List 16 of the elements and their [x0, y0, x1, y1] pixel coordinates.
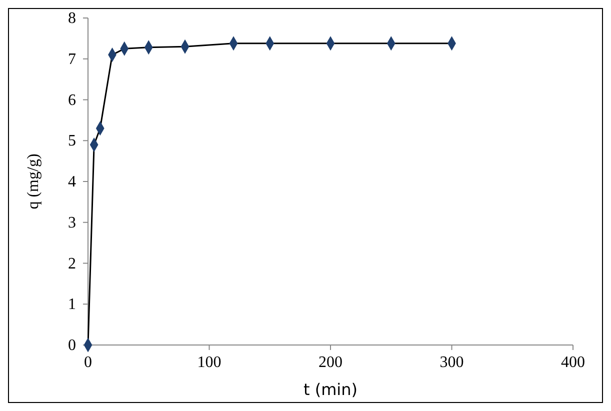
- y-tick-label: 2: [68, 255, 76, 272]
- y-tick-label: 4: [68, 174, 76, 190]
- y-tick-label: 6: [68, 92, 76, 109]
- y-tick-label: 7: [68, 50, 76, 68]
- x-tick-label: 0: [84, 354, 92, 371]
- y-tick-label: 0: [68, 337, 76, 354]
- y-axis-title: q (mg/g): [25, 154, 42, 210]
- y-tick-label: 8: [68, 10, 76, 27]
- x-tick-label: 400: [561, 354, 585, 371]
- x-axis-title: t (min): [303, 380, 358, 399]
- y-tick-label: 3: [68, 214, 76, 232]
- x-tick-label: 100: [197, 354, 222, 371]
- y-tick-label: 1: [68, 296, 76, 314]
- y-tick-label: 5: [68, 132, 76, 150]
- x-tick-label: 300: [440, 354, 464, 371]
- x-tick-label: 200: [318, 354, 342, 371]
